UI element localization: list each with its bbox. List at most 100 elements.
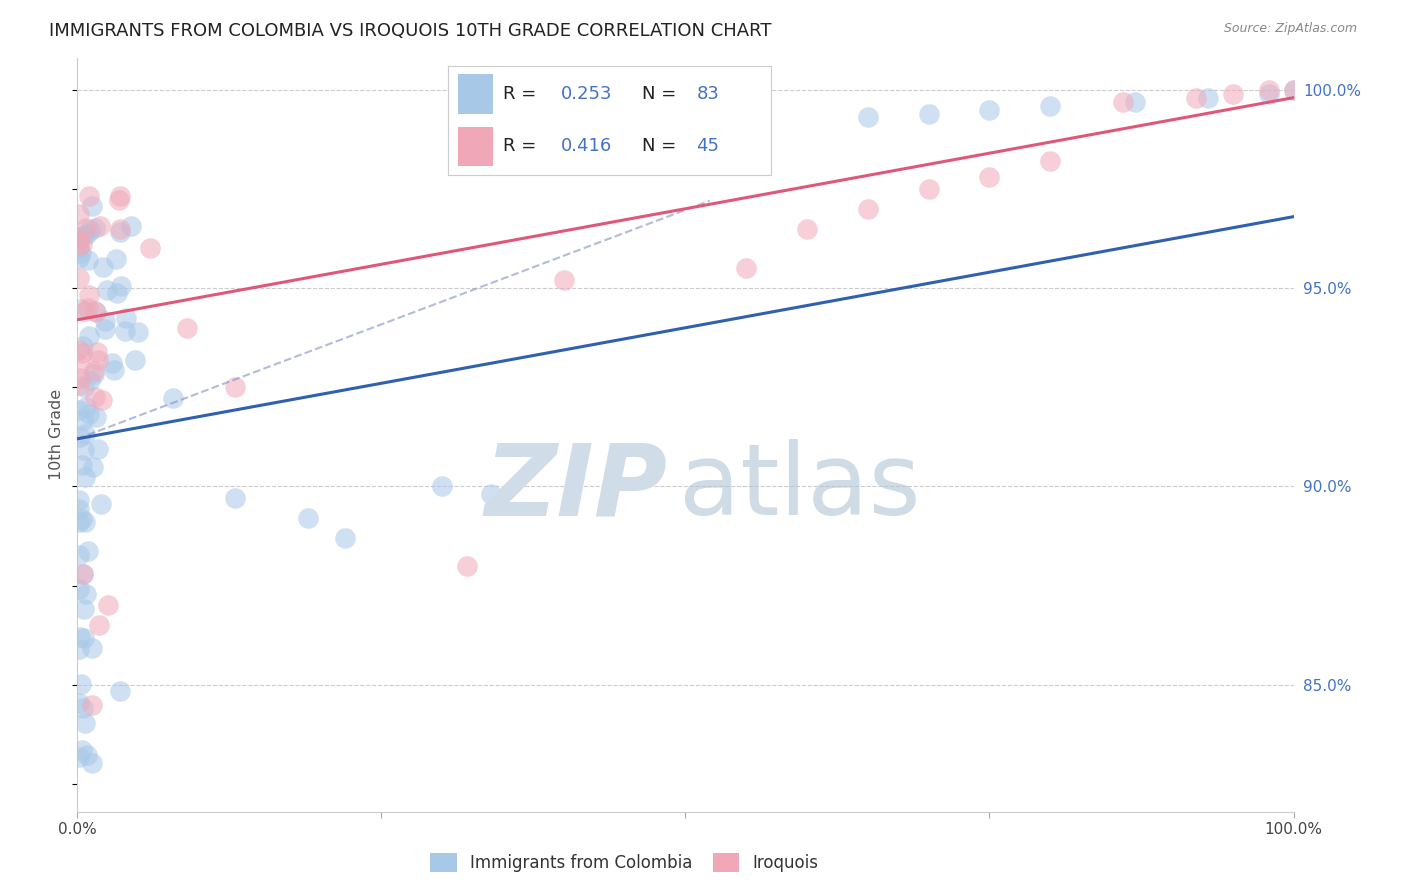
Point <box>83 304 105 318</box>
Point <box>67 239 90 253</box>
Point <box>73 470 96 484</box>
Point <box>1185 90 1208 104</box>
Point <box>94 313 117 327</box>
Point <box>97 599 120 613</box>
Point <box>76 227 98 242</box>
Point <box>1258 83 1281 97</box>
Point <box>73 515 96 529</box>
Point <box>108 189 131 203</box>
Point <box>94 322 117 336</box>
Point <box>176 320 198 334</box>
Point <box>67 403 90 417</box>
Point <box>108 193 131 207</box>
Point <box>77 543 100 558</box>
Point <box>918 182 941 196</box>
Point <box>796 221 818 235</box>
Point <box>76 748 98 763</box>
Point <box>67 357 90 371</box>
Point <box>72 701 94 715</box>
Point <box>77 329 100 343</box>
Point <box>70 458 93 472</box>
Point <box>96 283 118 297</box>
Point <box>86 345 108 359</box>
Point <box>72 412 94 426</box>
Point <box>1039 154 1062 169</box>
Point <box>84 409 107 424</box>
Point <box>67 641 90 656</box>
Point <box>1197 90 1219 104</box>
Point <box>918 106 941 120</box>
Point <box>89 219 111 234</box>
Point <box>72 338 94 352</box>
Point <box>67 343 90 357</box>
Point <box>124 353 146 368</box>
Point <box>79 288 101 302</box>
Point <box>110 279 132 293</box>
Point <box>90 497 112 511</box>
Point <box>114 324 136 338</box>
Point <box>979 103 1001 117</box>
Point <box>1258 87 1281 101</box>
Text: Source: ZipAtlas.com: Source: ZipAtlas.com <box>1223 22 1357 36</box>
Point <box>69 237 91 252</box>
Point <box>67 501 90 516</box>
Point <box>79 373 101 387</box>
Point <box>75 220 97 235</box>
Point <box>1112 95 1135 109</box>
Point <box>67 232 90 246</box>
Point <box>70 743 93 757</box>
Point <box>67 492 90 507</box>
Point <box>72 566 94 581</box>
Point <box>80 698 103 712</box>
Point <box>735 261 758 276</box>
Point <box>127 325 149 339</box>
Point <box>67 548 90 562</box>
Point <box>70 345 93 359</box>
Point <box>93 260 115 275</box>
Point <box>77 301 100 316</box>
Point <box>87 442 110 457</box>
Point <box>83 367 105 381</box>
Point <box>83 390 105 404</box>
Point <box>89 618 111 632</box>
Point <box>856 202 879 216</box>
Point <box>67 378 90 392</box>
Point <box>86 352 108 367</box>
Point <box>69 631 91 645</box>
Point <box>1282 83 1305 97</box>
Point <box>432 479 454 493</box>
Point <box>67 515 90 529</box>
Point <box>1125 95 1147 109</box>
Point <box>70 512 93 526</box>
Text: IMMIGRANTS FROM COLOMBIA VS IROQUOIS 10TH GRADE CORRELATION CHART: IMMIGRANTS FROM COLOMBIA VS IROQUOIS 10T… <box>49 22 772 40</box>
Point <box>82 199 104 213</box>
Point <box>67 271 90 285</box>
Point <box>69 301 91 316</box>
Point <box>67 582 90 597</box>
Point <box>105 286 128 301</box>
Point <box>120 219 142 233</box>
Point <box>83 364 105 378</box>
Point <box>82 460 104 475</box>
Point <box>224 380 246 394</box>
Point <box>1282 83 1305 97</box>
Point <box>479 487 502 501</box>
Point <box>108 221 131 235</box>
Point <box>75 400 97 414</box>
Point <box>72 442 94 457</box>
Point <box>100 356 122 370</box>
Point <box>69 371 91 385</box>
Point <box>224 491 246 506</box>
Point <box>76 253 98 268</box>
Point <box>1039 98 1062 112</box>
Point <box>67 696 90 710</box>
Point <box>72 236 94 251</box>
Text: atlas: atlas <box>679 439 921 536</box>
Point <box>162 391 184 405</box>
Point <box>80 641 103 656</box>
Point <box>108 225 131 239</box>
Text: ZIP: ZIP <box>484 439 668 536</box>
Point <box>69 229 91 244</box>
Point <box>114 310 136 325</box>
Point <box>73 602 96 616</box>
